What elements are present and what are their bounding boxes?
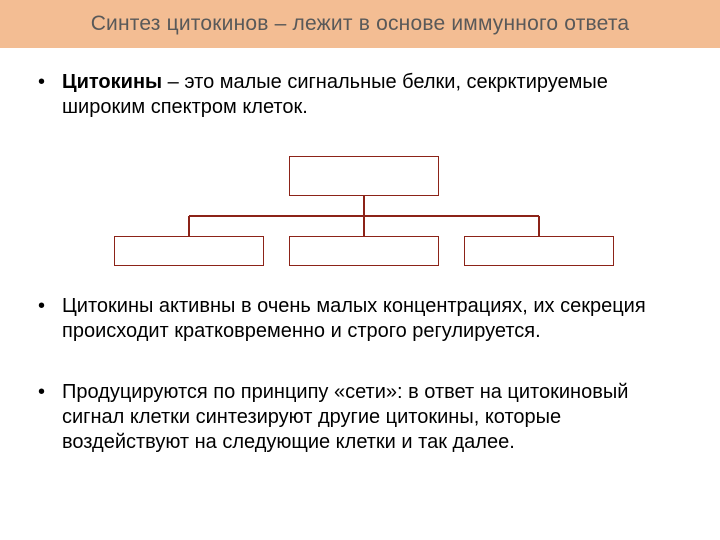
tree-node xyxy=(464,236,614,266)
slide: Синтез цитокинов – лежит в основе иммунн… xyxy=(0,0,720,540)
bullet-list: Цитокины – это малые сигнальные белки, с… xyxy=(36,70,692,120)
bullet-item: Продуцируются по принципу «сети»: в отве… xyxy=(36,380,692,455)
bullet-item: Цитокины активны в очень малых концентра… xyxy=(36,294,692,344)
tree-node xyxy=(114,236,264,266)
slide-title: Синтез цитокинов – лежит в основе иммунн… xyxy=(91,12,630,35)
content-area: Цитокины – это малые сигнальные белки, с… xyxy=(0,70,720,455)
connector-line xyxy=(538,216,540,236)
bullet-item: Цитокины – это малые сигнальные белки, с… xyxy=(36,70,692,120)
bullet-text: Цитокины активны в очень малых концентра… xyxy=(62,295,646,342)
connector-line xyxy=(363,196,365,216)
diagram-container xyxy=(36,156,692,266)
bullet-list: Цитокины активны в очень малых концентра… xyxy=(36,294,692,455)
tree-node xyxy=(289,156,439,196)
bullet-lead: Цитокины xyxy=(62,71,162,93)
connector-line xyxy=(363,216,365,236)
bullet-text: Продуцируются по принципу «сети»: в отве… xyxy=(62,381,628,453)
org-tree-diagram xyxy=(114,156,614,266)
tree-node xyxy=(289,236,439,266)
connector-line xyxy=(188,216,190,236)
title-bar: Синтез цитокинов – лежит в основе иммунн… xyxy=(0,0,720,48)
